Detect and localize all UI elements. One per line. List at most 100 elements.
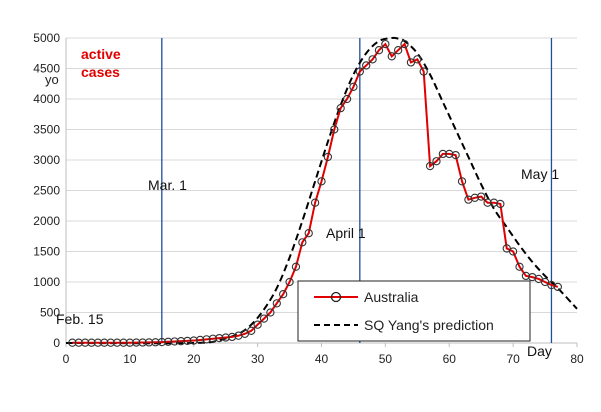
australia-point <box>195 335 205 345</box>
australia-point <box>132 338 141 347</box>
legend-box <box>297 280 531 342</box>
y-tick-label: 3500 <box>33 123 60 137</box>
australia-point <box>310 198 320 207</box>
australia-point <box>157 337 166 347</box>
australia-point <box>272 299 281 308</box>
chart-title-line1: active <box>81 46 121 62</box>
australia-point <box>457 177 467 186</box>
australia-point <box>387 52 396 61</box>
australia-point <box>164 337 173 346</box>
australia-point <box>138 338 147 347</box>
y-tick-label: 500 <box>40 306 60 320</box>
australia-point <box>221 333 230 342</box>
australia-point <box>508 247 518 256</box>
australia-point <box>381 39 390 49</box>
australia-point <box>100 338 109 347</box>
australia-point <box>323 152 333 162</box>
annotation-april1: April 1 <box>326 225 366 241</box>
y-axis-label: yo <box>45 72 59 87</box>
x-tick-label: 10 <box>123 352 137 366</box>
y-tick-label: 2500 <box>33 184 60 198</box>
australia-point <box>470 193 479 202</box>
australia-point <box>451 150 460 160</box>
australia-point <box>368 55 377 64</box>
australia-point <box>298 238 307 247</box>
y-tick-labels: 0 500 1000 1500 2000 2500 3000 3500 4000 4500 5000 <box>33 31 60 350</box>
y-tick-label: 1500 <box>33 245 60 259</box>
y-tick-label: 4500 <box>33 62 60 76</box>
australia-point <box>425 161 435 171</box>
australia-point <box>413 55 422 64</box>
australia-point <box>176 337 186 346</box>
australia-point <box>515 262 524 271</box>
australia-point <box>349 82 358 91</box>
y-tick-label: 3000 <box>33 153 60 167</box>
australia-point <box>151 338 160 347</box>
x-tick-label: 80 <box>570 352 584 366</box>
australia-point <box>253 320 262 329</box>
x-tick-label: 50 <box>379 352 393 366</box>
australia-point <box>189 336 198 345</box>
australia-point <box>342 94 352 104</box>
australia-point <box>227 332 237 342</box>
australia-point <box>393 46 403 55</box>
australia-point <box>279 290 288 299</box>
australia-point <box>438 149 448 159</box>
australia-point <box>483 198 492 207</box>
australia-point <box>87 338 96 347</box>
australia-point <box>489 198 499 207</box>
chart-title-line2: cases <box>81 64 120 80</box>
prediction-series <box>65 36 578 345</box>
y-tick-label: 0 <box>53 336 60 350</box>
australia-point <box>112 338 122 347</box>
australia-point <box>419 67 428 76</box>
australia-point <box>400 39 409 49</box>
y-tick-label: 1000 <box>33 275 60 289</box>
australia-point <box>106 338 115 347</box>
australia-point <box>144 338 154 347</box>
y-tick-label: 2000 <box>33 214 60 228</box>
australia-point <box>170 337 179 346</box>
y-tick-label: 5000 <box>33 31 60 45</box>
australia-point <box>496 199 505 209</box>
australia-point <box>215 333 224 343</box>
prediction-line <box>65 36 578 345</box>
australia-point <box>432 157 441 166</box>
australia-point <box>445 149 454 159</box>
australia-line <box>72 42 559 344</box>
australia-point <box>362 61 371 70</box>
x-tick-label: 0 <box>63 352 70 366</box>
y-tick-label: 4000 <box>33 92 60 106</box>
australia-point <box>291 262 301 271</box>
australia-point <box>68 338 77 347</box>
legend: Australia SQ Yang's prediction <box>297 280 531 342</box>
x-tick-label: 70 <box>506 352 520 366</box>
australia-point <box>330 125 339 134</box>
legend-australia-label: Australia <box>364 289 419 305</box>
x-tick-label: 40 <box>315 352 329 366</box>
australia-series <box>68 39 562 347</box>
x-tick-label: 20 <box>187 352 201 366</box>
legend-prediction-label: SQ Yang's prediction <box>364 317 494 333</box>
australia-point <box>336 104 345 113</box>
australia-point <box>374 46 384 55</box>
x-tick-labels: 0 10 20 30 40 50 60 70 80 <box>63 343 584 366</box>
australia-point <box>202 335 211 344</box>
australia-point <box>477 192 486 201</box>
annotation-feb15: Feb. 15 <box>56 311 104 327</box>
australia-point <box>183 336 192 346</box>
australia-point <box>553 282 562 292</box>
australia-point <box>304 229 313 238</box>
x-axis-label: Day <box>527 343 552 359</box>
gridlines <box>66 37 577 313</box>
australia-point <box>317 177 326 186</box>
australia-point <box>81 338 90 347</box>
australia-point <box>208 334 218 343</box>
australia-point <box>521 271 531 281</box>
annotation-mar1: Mar. 1 <box>148 177 187 193</box>
australia-point <box>266 308 275 317</box>
australia-point <box>285 277 294 287</box>
australia-point <box>247 326 256 335</box>
australia-point <box>74 338 83 347</box>
